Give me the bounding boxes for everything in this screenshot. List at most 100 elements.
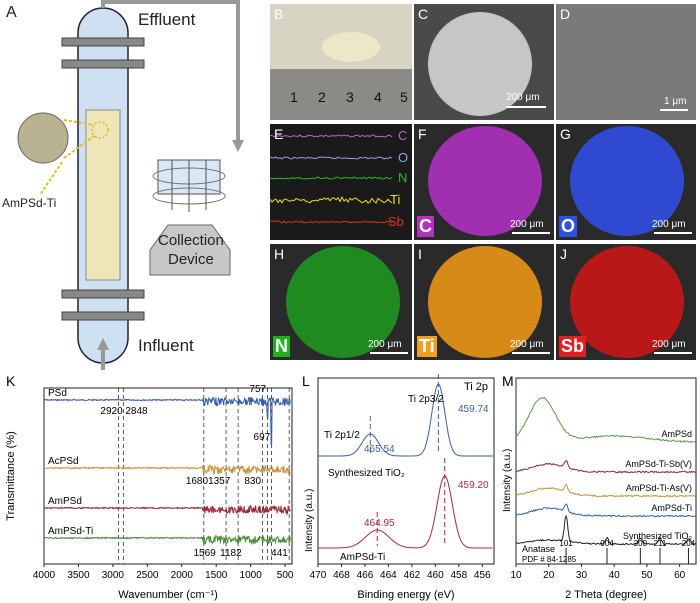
panel-c-sem: C 200 μm [414, 4, 554, 120]
panel-label: M [502, 373, 514, 389]
peak-annotation: 441 [271, 548, 288, 559]
peak-annotation: 1357 [208, 476, 231, 487]
x-tick-label: 3500 [67, 570, 90, 581]
panel-label: D [560, 6, 571, 22]
series-line [43, 534, 291, 546]
x-tick-label: 4000 [33, 570, 56, 581]
series-line [515, 503, 696, 518]
series-line [43, 396, 291, 447]
x-tick-label: 1500 [205, 570, 228, 581]
x-axis-label: Binding energy (eV) [357, 589, 454, 601]
x-tick-label: 464 [380, 570, 397, 581]
x-tick-label: 40 [609, 570, 621, 581]
element-label: Ti [417, 336, 437, 357]
x-tick-label: 468 [333, 570, 350, 581]
effluent-label: Effluent [138, 10, 196, 29]
peak-value: 465.54 [364, 444, 395, 455]
panel-label: E [274, 126, 284, 142]
panel-g-map: G O 200 μm [556, 124, 696, 240]
peak-annotation: 697 [254, 432, 271, 443]
x-tick-label: 30 [576, 570, 588, 581]
reference-peak-label: 004 [600, 539, 614, 548]
reference-peak-label: 204 [682, 539, 696, 548]
linescan-n [270, 176, 393, 180]
scale-label: 200 μm [506, 92, 540, 103]
influent-label: Influent [138, 336, 194, 355]
series-line [318, 383, 493, 457]
x-tick-label: 470 [310, 570, 327, 581]
series-label: AmPSd-Ti-Sb(V) [625, 459, 692, 469]
reference-name: Anatase [522, 544, 555, 554]
chart-title: Ti 2p [464, 381, 488, 393]
line-label-n: N [398, 170, 408, 185]
panel-label: B [274, 6, 284, 22]
peak-annotation: 1182 [220, 548, 242, 559]
series-line [515, 483, 696, 498]
panel-d-sem: D 1 μm [556, 4, 696, 120]
panel-label: G [560, 126, 571, 142]
x-tick-label: 2500 [136, 570, 159, 581]
peak-annotation: 757 [249, 384, 266, 395]
panel-m-xrd: M AmPSd AmPSd-Ti-Sb(V) AmPSd-Ti-As(V) AmPSd-… [500, 372, 700, 603]
scale-label: 1 μm [664, 96, 687, 107]
series-label: AmPSd-Ti [651, 503, 692, 513]
xrd-chart: M AmPSd AmPSd-Ti-Sb(V) AmPSd-Ti-As(V) AmPSd-… [502, 373, 697, 601]
panel-label: L [302, 373, 310, 389]
peak-value: 464.95 [364, 518, 395, 529]
panel-b-photo: B 1 2 3 4 5 [270, 4, 412, 120]
element-label: C [417, 216, 434, 237]
x-tick-label: 456 [474, 570, 491, 581]
x-axis-label: Wavenumber (cm⁻¹) [118, 589, 218, 601]
series-line [515, 514, 697, 546]
series-line [43, 504, 291, 516]
panel-h-map: H N 200 μm [270, 244, 412, 360]
scale-label: 200 μm [510, 219, 544, 230]
reference-peak-label: 211 [654, 539, 667, 548]
scale-label: 200 μm [368, 339, 402, 350]
series-line [318, 475, 493, 549]
panel-e-linescan: E C O N Ti Sb [270, 124, 412, 240]
xps-chart: L Ti 2p Ti 2p1/2 Ti 2p3/2 465.54 459.74 464.95… [302, 372, 495, 601]
panel-i-map: I Ti 200 μm [414, 244, 554, 360]
element-label: O [559, 216, 578, 237]
linescan-o [270, 156, 393, 160]
x-tick-label: 458 [450, 570, 467, 581]
series-label: AcPSd [48, 456, 79, 467]
y-axis-label: Intensity (a.u.) [502, 449, 513, 512]
scale-label: 200 μm [652, 339, 686, 350]
ampsd-ti-label: AmPSd-Ti [2, 196, 57, 210]
scale-label: 200 μm [510, 339, 544, 350]
peak-name: Ti 2p1/2 [324, 430, 360, 441]
x-tick-label: 500 [277, 570, 294, 581]
peak-annotation: 2920 [100, 406, 123, 417]
panel-a-schematic: A Effluent Influent Collection Device A [0, 0, 265, 372]
series-label: AmPSd-Ti [48, 526, 93, 537]
peak-value: 459.20 [458, 480, 489, 491]
series-line [515, 396, 696, 443]
series-label: PSd [48, 388, 67, 399]
peak-name: Ti 2p3/2 [408, 394, 444, 405]
column-schematic [17, 0, 244, 370]
plot-frame [317, 377, 495, 565]
series-label: AmPSd [661, 429, 692, 439]
line-label-o: O [398, 150, 409, 165]
x-tick-label: 50 [641, 570, 653, 581]
plot-frame [43, 387, 293, 565]
x-tick-label: 60 [674, 570, 686, 581]
x-tick-label: 1000 [240, 570, 263, 581]
reference-peak-label: 200 [634, 539, 648, 548]
series-line [515, 459, 696, 474]
series-label: AmPSd-Ti-As(V) [626, 483, 692, 493]
x-axis-label: 2 Theta (degree) [565, 589, 647, 601]
panel-j-map: J Sb 200 μm [556, 244, 696, 360]
peak-annotation: 830 [244, 476, 261, 487]
reference-pdf: PDF # 84-1285 [522, 555, 577, 564]
series-label: Synthesized TiO₂ [328, 468, 405, 479]
device-label: Device [168, 251, 214, 268]
linescan-ti [270, 196, 393, 204]
panel-label: A [6, 4, 17, 21]
scale-label: 200 μm [652, 219, 686, 230]
linescan-sb [270, 220, 392, 224]
series-label: Synthesized TiO₂ [623, 531, 693, 541]
panel-k-ftir: K PSd AcPSd AmPSd AmPSd-Ti 2920 2848 757 697 1680… [0, 372, 300, 603]
